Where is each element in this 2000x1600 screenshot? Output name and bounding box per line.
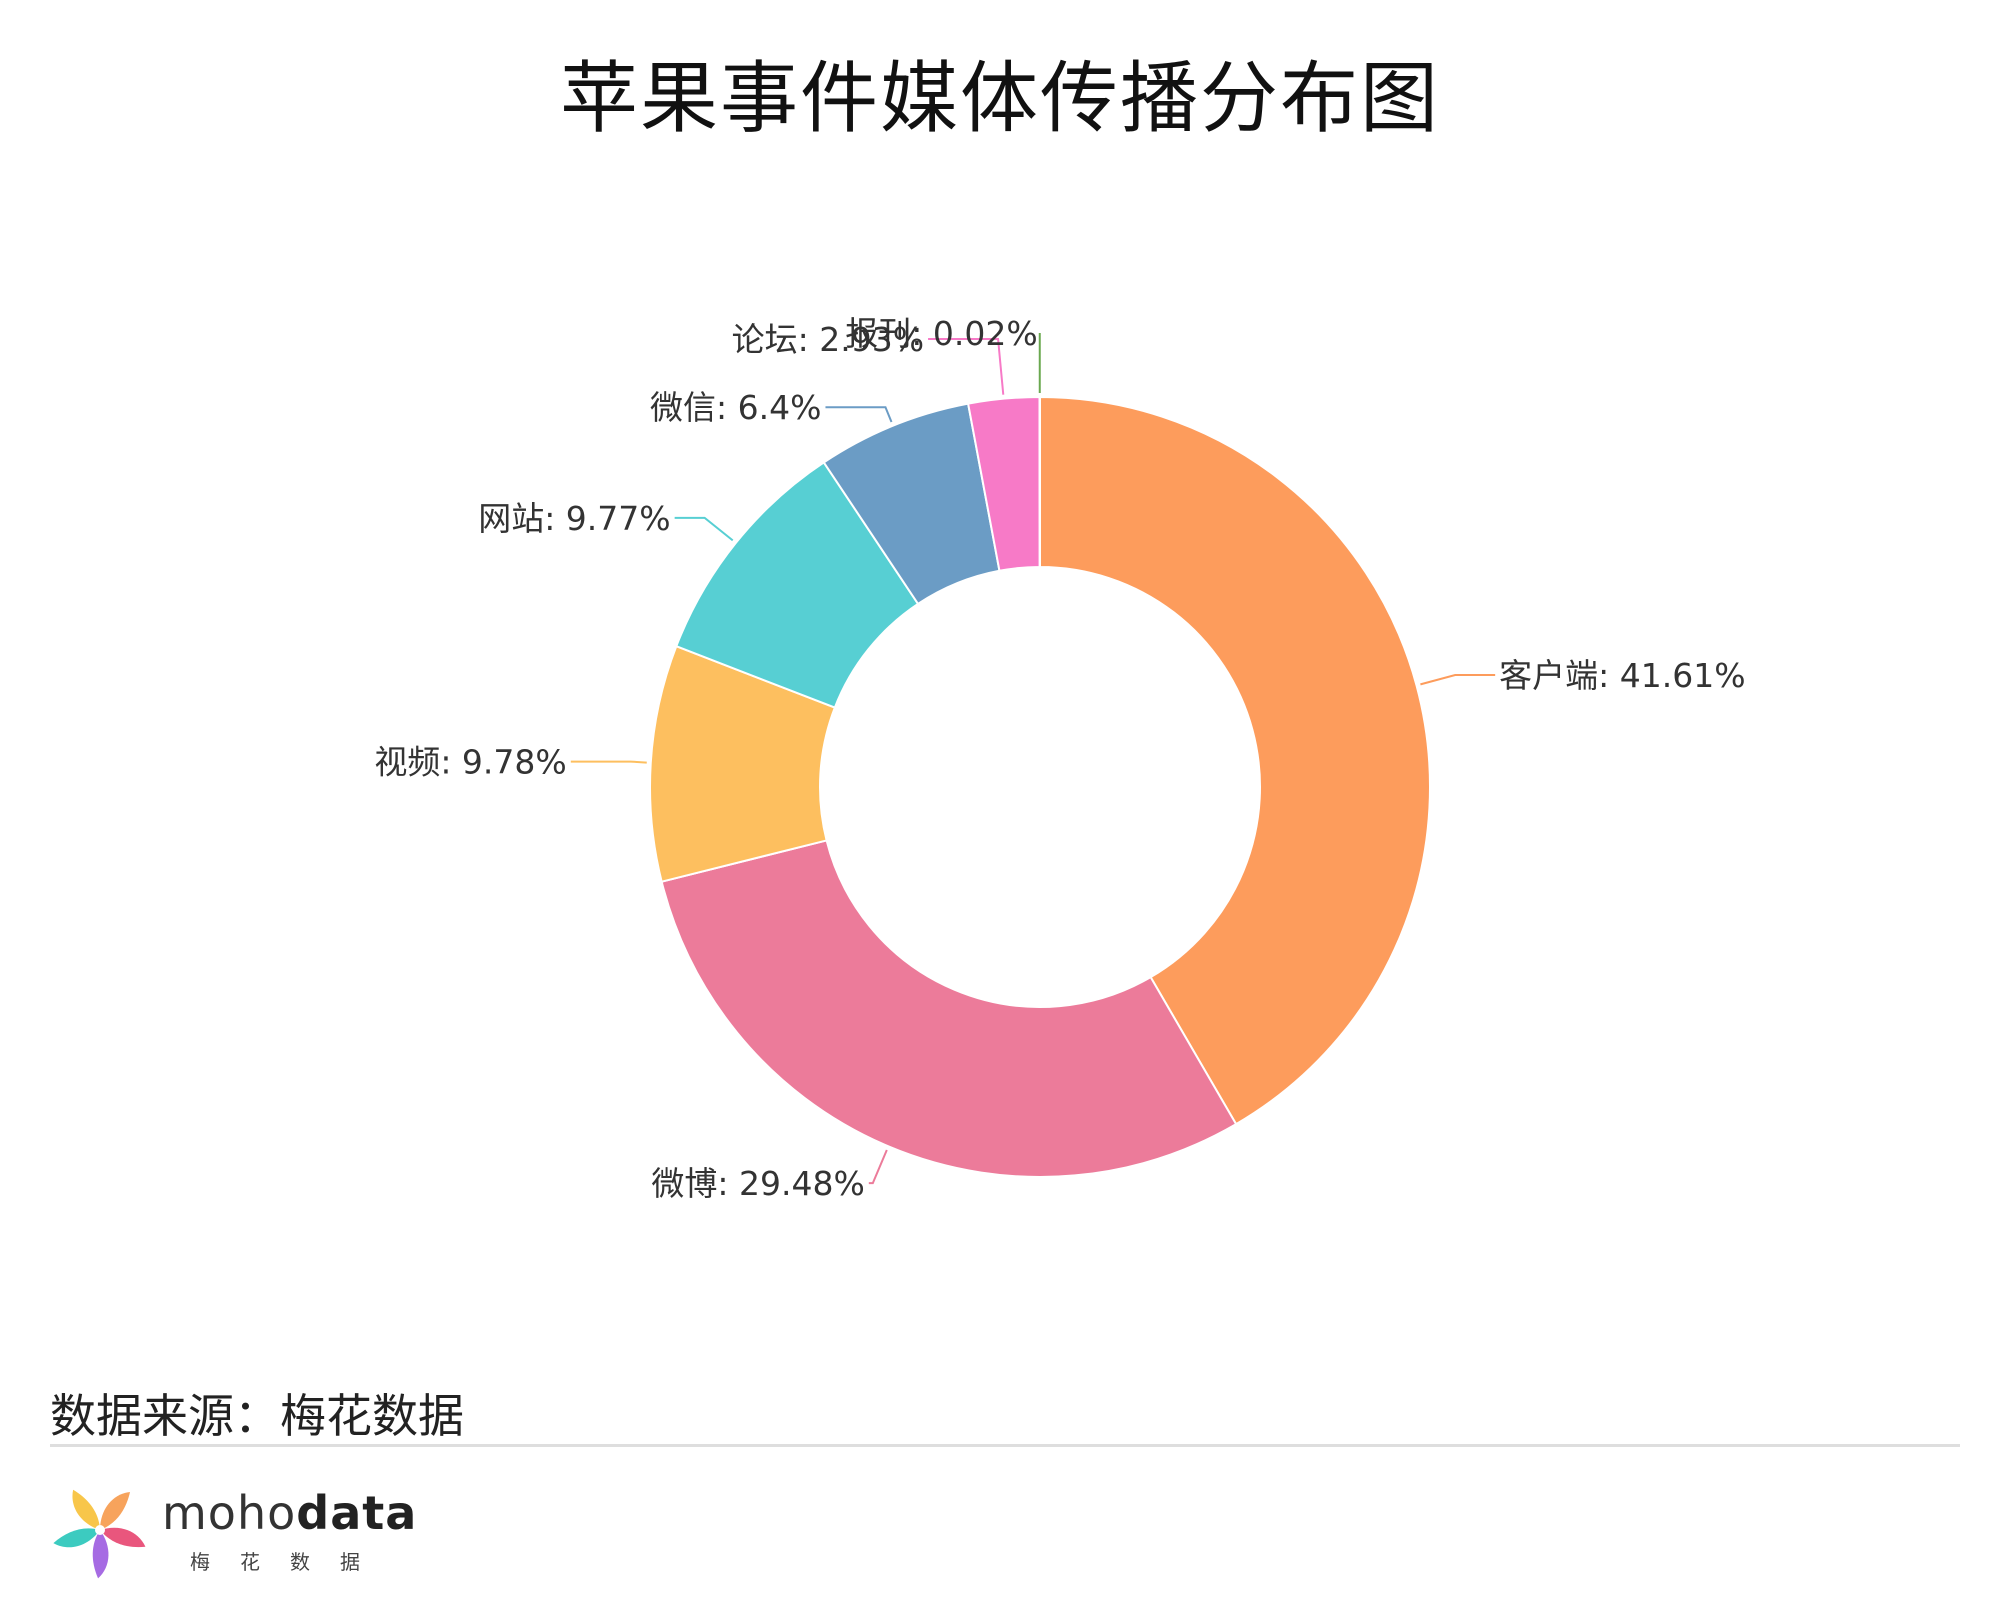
- pinwheel-blade-0: [100, 1492, 130, 1530]
- slice-1: [660, 839, 1238, 1178]
- pinwheel-blade-4: [72, 1489, 100, 1530]
- slices-layer: [649, 395, 1431, 1178]
- logo-wordmark: mohodata: [162, 1486, 417, 1540]
- pinwheel-center: [95, 1525, 105, 1535]
- logo-word-light: moho: [162, 1486, 297, 1540]
- slice-label-4: 微信: 6.4%: [650, 388, 821, 427]
- leader-line-1: [868, 1149, 888, 1185]
- donut-chart: 客户端: 41.61% 微博: 29.48% 视频: 9.78% 网站: 9.77% 微…: [374, 314, 1745, 1203]
- divider: [50, 1444, 1960, 1447]
- logo-subtitle: 梅花数据: [190, 1550, 390, 1574]
- mohodata-logo: mohodata 梅花数据: [50, 1480, 430, 1580]
- pinwheel-blade-3: [53, 1528, 100, 1548]
- slice-label-1: 微博: 29.48%: [651, 1164, 864, 1203]
- slice-label-6: 报刊: 0.02%: [845, 314, 1037, 353]
- slice-label-5: 论坛: 2.93%: [732, 320, 924, 359]
- pinwheel-blade-1: [100, 1527, 146, 1548]
- chart-title: 苹果事件媒体传播分布图: [559, 54, 1440, 144]
- slice-0: [1039, 395, 1431, 1126]
- logo-word-bold: data: [296, 1486, 418, 1540]
- pinwheel-blade-2: [92, 1530, 109, 1579]
- data-source-note: 数据来源：梅花数据: [50, 1389, 464, 1443]
- leader-line-3: [674, 516, 734, 542]
- pinwheel-logo-icon: [53, 1489, 146, 1579]
- slice-label-0: 客户端: 41.61%: [1499, 656, 1745, 695]
- slice-label-3: 网站: 9.77%: [478, 499, 670, 538]
- slice-label-2: 视频: 9.78%: [374, 743, 566, 782]
- labels-layer: 客户端: 41.61% 微博: 29.48% 视频: 9.78% 网站: 9.77% 微…: [374, 314, 1745, 1203]
- leader-line-5: [928, 337, 1005, 395]
- leader-line-0: [1420, 674, 1496, 686]
- leader-line-2: [570, 760, 647, 764]
- leader-line-4: [825, 406, 893, 423]
